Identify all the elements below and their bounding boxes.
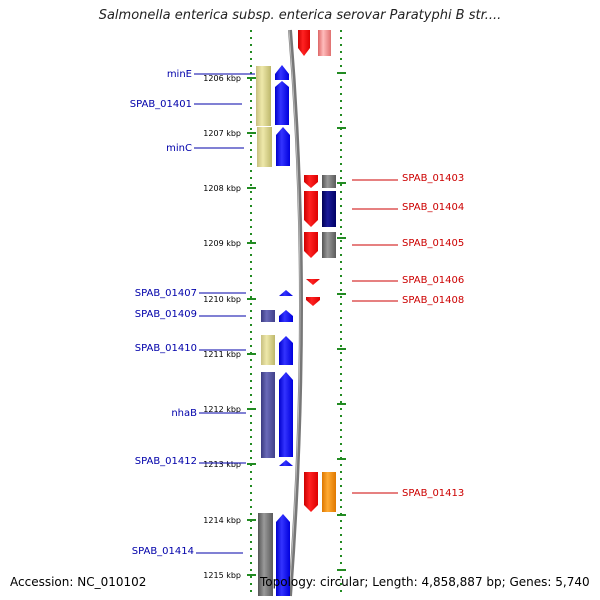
right-label-group: SPAB_01403 SPAB_01404 SPAB_01405 SPAB_01406… xyxy=(352,173,464,499)
map-title: Salmonella enterica subsp. enterica sero… xyxy=(98,8,502,23)
tick-label: 1211 kbp xyxy=(203,350,241,359)
feature-nhaB-block xyxy=(261,372,275,458)
gene-label-SPAB_01406[interactable]: SPAB_01406 xyxy=(402,275,464,286)
gene-label-SPAB_01403[interactable]: SPAB_01403 xyxy=(402,173,464,184)
reverse-features xyxy=(298,30,336,512)
backbone-highlight xyxy=(288,29,301,597)
feature-minE-arrow xyxy=(275,65,289,80)
feature-top-red-arrow xyxy=(298,30,310,56)
tick-label: 1212 kbp xyxy=(203,405,241,414)
gene-label-SPAB_01407[interactable]: SPAB_01407 xyxy=(135,288,197,299)
feature-top-pink-block xyxy=(318,30,331,56)
gene-label-SPAB_01412[interactable]: SPAB_01412 xyxy=(135,456,197,467)
feature-SPAB_01412-arrow xyxy=(279,460,293,466)
feature-SPAB_01414-block xyxy=(258,513,273,596)
feature-minE-block xyxy=(256,66,271,126)
gene-label-SPAB_01405[interactable]: SPAB_01405 xyxy=(402,238,464,249)
feature-SPAB_01407-arrow xyxy=(279,290,293,296)
tick-label: 1207 kbp xyxy=(203,129,241,138)
feature-SPAB_01404-block xyxy=(322,191,336,227)
feature-SPAB_01413-block xyxy=(322,472,336,512)
feature-SPAB_01408-arrow xyxy=(306,297,320,306)
gene-label-SPAB_01401[interactable]: SPAB_01401 xyxy=(130,99,192,110)
gene-label-SPAB_01413[interactable]: SPAB_01413 xyxy=(402,488,464,499)
gene-label-SPAB_01404[interactable]: SPAB_01404 xyxy=(402,202,464,213)
feature-SPAB_01413-arrow xyxy=(304,472,318,512)
gene-label-SPAB_01409[interactable]: SPAB_01409 xyxy=(135,309,197,320)
gene-label-nhaB[interactable]: nhaB xyxy=(171,408,197,419)
tick-label: 1206 kbp xyxy=(203,74,241,83)
tick-label: 1209 kbp xyxy=(203,239,241,248)
tick-label: 1214 kbp xyxy=(203,516,241,525)
feature-SPAB_01403-block xyxy=(322,175,336,188)
topology-text: Topology: circular; Length: 4,858,887 bp… xyxy=(260,575,590,589)
tick-label: 1210 kbp xyxy=(203,295,241,304)
backbone-line xyxy=(288,29,303,597)
tick-label: 1213 kbp xyxy=(203,460,241,469)
tick-label: 1215 kbp xyxy=(203,571,241,580)
gene-label-minC[interactable]: minC xyxy=(166,143,192,154)
feature-SPAB_01406-arrow xyxy=(306,279,320,285)
feature-SPAB_01410-arrow xyxy=(279,336,293,365)
tick-label: 1208 kbp xyxy=(203,184,241,193)
gene-label-SPAB_01408[interactable]: SPAB_01408 xyxy=(402,295,464,306)
feature-SPAB_01401-arrow xyxy=(275,81,289,125)
feature-nhaB-arrow xyxy=(279,372,293,457)
forward-features xyxy=(256,65,293,596)
gene-label-SPAB_01410[interactable]: SPAB_01410 xyxy=(135,343,197,354)
feature-SPAB_01405-block xyxy=(322,232,336,258)
feature-SPAB_01404-arrow xyxy=(304,191,318,227)
feature-SPAB_01409-arrow xyxy=(279,310,293,322)
feature-SPAB_01405-arrow xyxy=(304,232,318,258)
gene-label-minE[interactable]: minE xyxy=(167,69,192,80)
left-label-group: minE SPAB_01401 minC SPAB_01407 SPAB_01409 SP… xyxy=(130,69,255,557)
accession-text: Accession: NC_010102 xyxy=(10,575,147,589)
feature-minC-block xyxy=(257,127,272,167)
feature-SPAB_01409-block xyxy=(261,310,275,322)
feature-SPAB_01414-arrow xyxy=(276,514,290,596)
feature-minC-arrow xyxy=(276,127,290,166)
feature-SPAB_01410-block xyxy=(261,335,275,365)
gene-label-SPAB_01414[interactable]: SPAB_01414 xyxy=(132,546,194,557)
feature-SPAB_01403-arrow xyxy=(304,175,318,188)
tick-group: 1206 kbp 1207 kbp 1208 kbp 1209 kbp 1210 kbp… xyxy=(203,72,346,580)
